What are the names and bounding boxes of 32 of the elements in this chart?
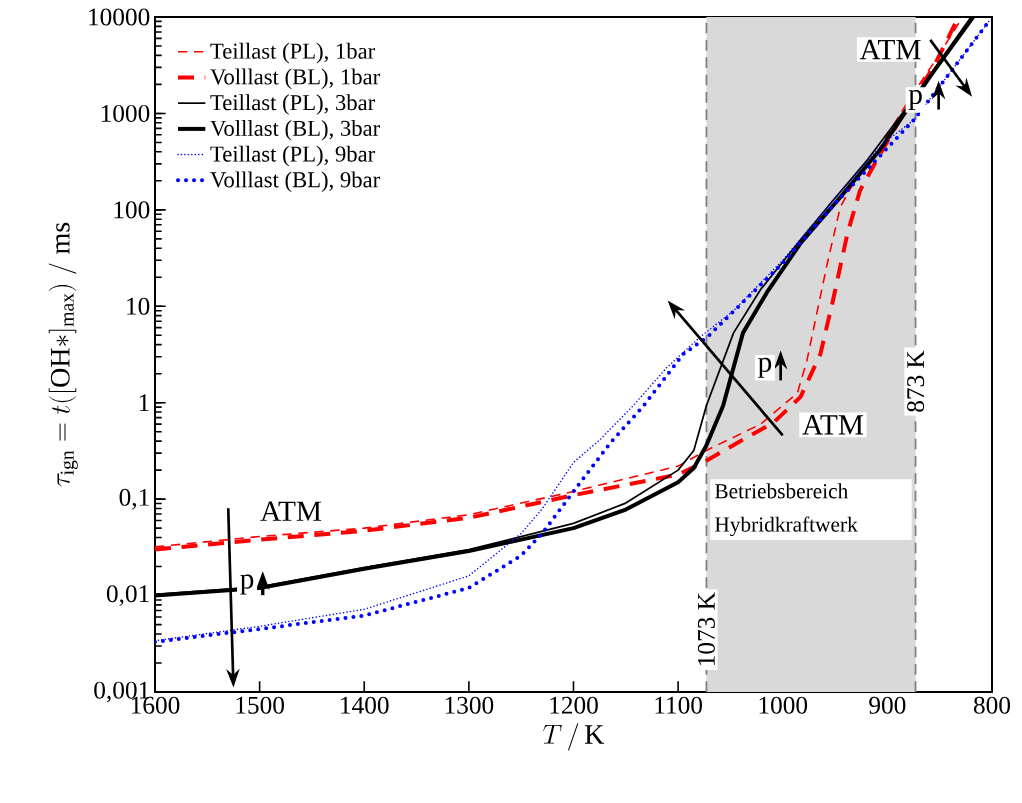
legend-label: Volllast (BL), 3bar [210, 120, 380, 141]
y-tick-label: 0,01 [106, 585, 149, 606]
annotation: ATM [802, 415, 864, 435]
x-tick-label: 1000 [759, 696, 808, 714]
ref-line-label: 1073 K [697, 592, 715, 666]
legend-label: Volllast (BL), 9bar [210, 171, 380, 193]
ref-line-label: 873 K [907, 350, 925, 412]
annotation: p [758, 357, 772, 378]
x-tick-label: 800 [973, 696, 1011, 714]
annotation: ATM [859, 39, 921, 60]
y-tick-label: 10000 [89, 8, 150, 26]
y-tick-label: 1000 [101, 104, 150, 122]
x-tick-label: 1300 [445, 696, 494, 714]
legend-label: Teillast (PL), 1bar [210, 42, 376, 64]
y-tick-label: 100 [114, 201, 150, 219]
x-axis-title: $T\,/\,\mathrm{K}$ [543, 722, 605, 751]
y-tick-label: 0,1 [119, 488, 149, 510]
x-tick-label: 1100 [655, 696, 702, 714]
annotation: p [908, 89, 922, 110]
x-tick-label: 1200 [550, 696, 598, 714]
y-tick-label: 1 [139, 394, 149, 412]
y-axis-title: $\tau_{\mathrm{ign}} = t([\mathrm{OH*}]_{\mathrm{max}})\;/\;\mathrm{ms}$ [48, 222, 78, 487]
band-label: Betriebsbereich Hybridkraftwerk [714, 483, 858, 537]
legend-label: Teillast (PL), 9bar [210, 145, 376, 167]
x-tick-label: 1400 [341, 696, 389, 714]
annotation: ATM [260, 501, 322, 521]
x-tick-label: 900 [869, 696, 906, 714]
y-tick-label: 10 [127, 297, 150, 315]
legend-label: Teillast (PL), 3bar [210, 94, 376, 115]
x-tick-label: 1500 [236, 696, 284, 714]
annotation: p [240, 574, 254, 595]
legend-label: Volllast (BL), 1bar [210, 68, 380, 90]
